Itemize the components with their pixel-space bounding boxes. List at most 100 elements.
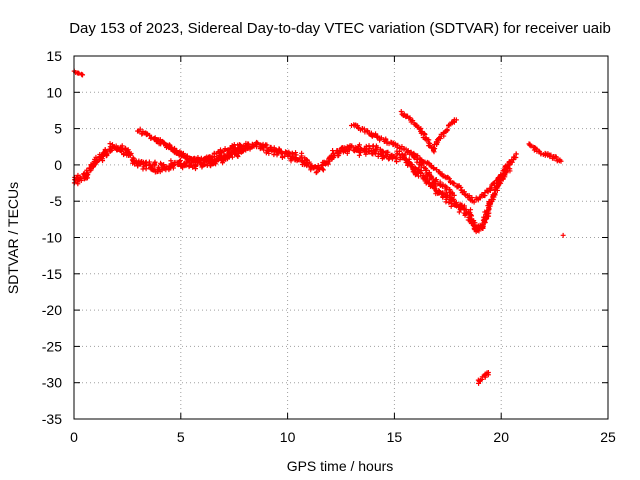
y-tick-label: -5	[50, 193, 63, 209]
data-point-marker	[212, 159, 218, 165]
data-point-marker	[356, 152, 362, 158]
grid-lines	[74, 56, 608, 419]
data-point-marker	[128, 151, 134, 157]
data-point-marker	[218, 149, 224, 155]
data-point-marker	[492, 192, 498, 198]
data-point-marker	[229, 154, 235, 160]
data-point-marker	[421, 131, 427, 137]
data-point-marker	[299, 150, 305, 156]
data-point-marker	[485, 370, 491, 376]
data-point-marker	[247, 146, 253, 152]
y-tick-label: -10	[42, 230, 62, 246]
data-point-marker	[313, 170, 319, 176]
data-point-marker	[94, 159, 100, 165]
data-point-marker	[499, 172, 505, 178]
data-point-marker	[468, 207, 474, 213]
data-point-marker	[461, 203, 467, 209]
data-point-marker	[330, 148, 336, 154]
data-point-marker	[405, 148, 411, 154]
data-point-marker	[184, 154, 190, 160]
data-point-marker	[456, 209, 462, 215]
data-point-marker	[363, 151, 369, 157]
data-point-marker	[264, 148, 270, 154]
data-point-marker	[347, 142, 353, 148]
data-point-marker	[471, 222, 477, 228]
data-point-marker	[371, 132, 377, 138]
data-point-marker	[336, 152, 342, 158]
data-point-marker	[125, 147, 131, 153]
y-tick-label: 0	[54, 157, 62, 173]
data-point-marker	[406, 161, 412, 167]
data-point-marker	[216, 157, 222, 163]
data-point-marker	[393, 155, 399, 161]
data-point-marker	[79, 71, 85, 77]
data-point-marker	[190, 156, 196, 162]
data-point-marker	[104, 150, 110, 156]
data-point-marker	[472, 220, 478, 226]
data-point-marker	[459, 202, 465, 208]
x-tick-label: 5	[177, 429, 185, 445]
data-point-marker	[448, 203, 454, 209]
data-point-marker	[209, 154, 215, 160]
data-point-marker	[444, 127, 450, 133]
data-point-marker	[218, 147, 224, 153]
data-point-marker	[80, 72, 86, 78]
data-point-marker	[415, 125, 421, 131]
x-tick-labels: 0 5 10 15 20 25	[70, 429, 616, 445]
data-point-marker	[288, 158, 294, 164]
data-point-marker	[363, 143, 369, 149]
data-point-marker	[451, 192, 457, 198]
data-point-marker	[496, 175, 502, 181]
data-point-marker	[146, 159, 152, 165]
data-point-marker	[356, 142, 362, 148]
data-point-marker	[400, 155, 406, 161]
data-point-marker	[122, 145, 128, 151]
data-point-marker	[503, 163, 509, 169]
y-tick-label: 15	[46, 48, 62, 64]
data-point-marker	[398, 109, 404, 115]
data-point-marker	[453, 117, 459, 123]
data-point-marker	[144, 131, 150, 137]
x-tick-label: 20	[493, 429, 509, 445]
data-point-marker	[513, 151, 519, 157]
data-point-marker	[254, 141, 260, 147]
y-tick-label: -15	[42, 266, 62, 282]
data-point-marker	[100, 153, 106, 159]
data-point-marker	[234, 153, 240, 159]
data-point-marker	[450, 190, 456, 196]
y-tick-label: -30	[42, 375, 62, 391]
data-point-marker	[366, 143, 372, 149]
data-point-marker	[379, 149, 385, 155]
data-point-marker	[430, 165, 436, 171]
data-point-marker	[451, 180, 457, 186]
y-tick-labels: 15 10 5 0 -5 -10 -15 -20 -25 -30 -35	[42, 48, 62, 427]
y-axis-label: SDTVAR / TECUs	[5, 182, 21, 294]
data-point-marker	[161, 139, 167, 145]
data-point-marker	[414, 156, 420, 162]
y-tick-label: -25	[42, 338, 62, 354]
data-point-marker	[293, 150, 299, 156]
data-point-marker	[374, 145, 380, 151]
data-point-marker	[119, 143, 125, 149]
data-point-marker	[364, 128, 370, 134]
data-point-marker	[401, 111, 407, 117]
data-point-marker	[507, 168, 513, 174]
data-point-marker	[453, 200, 459, 206]
data-point-marker	[181, 161, 187, 167]
data-point-marker	[320, 166, 326, 172]
data-point-marker	[446, 176, 452, 182]
data-point-marker	[344, 150, 350, 156]
data-point-marker	[160, 162, 166, 168]
data-point-marker	[88, 167, 94, 173]
data-points	[71, 68, 566, 386]
data-point-marker	[143, 166, 149, 172]
data-point-marker	[171, 149, 177, 155]
data-point-marker	[268, 146, 274, 152]
data-point-marker	[303, 156, 309, 162]
data-point-marker	[553, 154, 559, 160]
data-point-marker	[76, 70, 82, 76]
data-point-marker	[485, 208, 491, 214]
x-tick-label: 15	[387, 429, 403, 445]
data-point-marker	[375, 133, 381, 139]
